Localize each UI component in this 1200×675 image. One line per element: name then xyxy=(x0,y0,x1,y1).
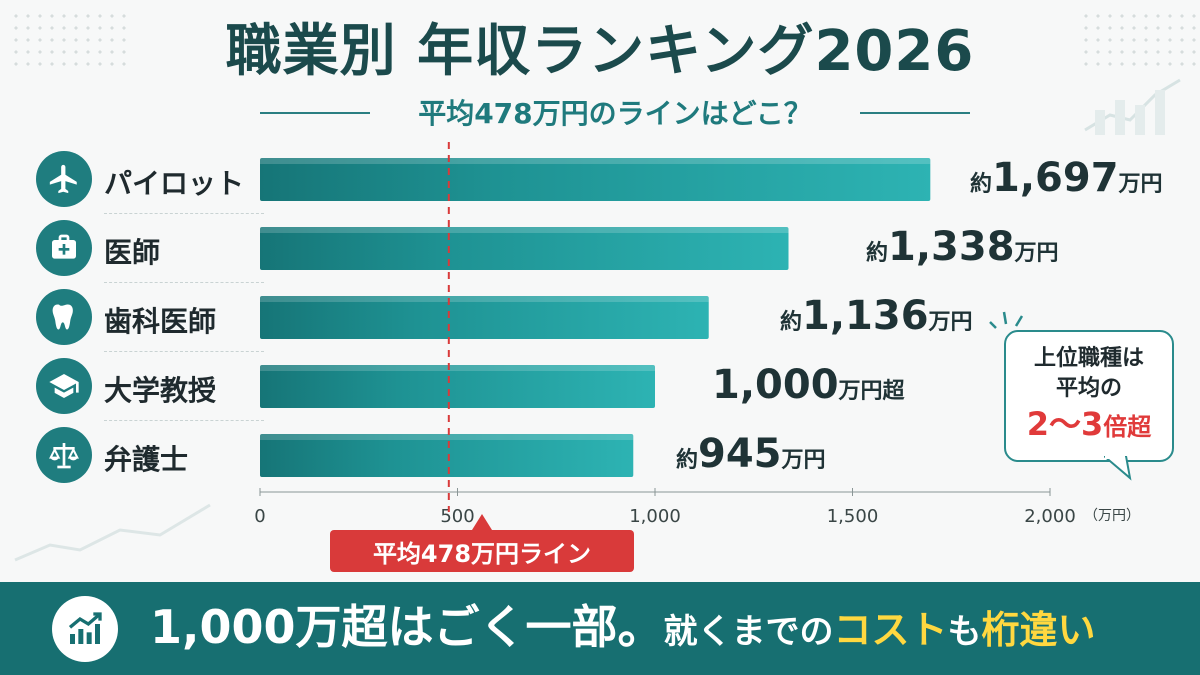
tooth-icon xyxy=(36,289,92,345)
value-prefix: 約 xyxy=(970,172,993,197)
value-label-pilot: 約1,697万円 xyxy=(970,155,1163,201)
subtitle: 平均478万円のラインはどこ？ xyxy=(418,97,812,130)
row-separator xyxy=(104,351,264,352)
decorative-dots xyxy=(10,10,130,70)
value-prefix: 約 xyxy=(866,241,889,266)
bar-highlight-1 xyxy=(260,227,789,233)
bar-3 xyxy=(260,365,655,408)
airplane-icon xyxy=(36,151,92,207)
page-title: 職業別 年収ランキング2026 xyxy=(225,19,975,84)
value-label-dentist: 約1,136万円 xyxy=(780,293,973,339)
value-unit: 万円 xyxy=(1118,172,1163,197)
graduation-cap-icon xyxy=(36,358,92,414)
decorative-dots xyxy=(1080,10,1200,70)
value-unit: 万円 xyxy=(781,448,826,473)
footer-highlight-cost: コスト xyxy=(833,608,948,652)
value-unit: 万円 xyxy=(928,310,973,335)
callout-bubble: 上位職種は 平均の 2〜3倍超 xyxy=(1004,330,1174,462)
callout-multiplier: 2〜3 xyxy=(1026,405,1104,443)
category-label-lawyer: 弁護士 xyxy=(104,443,189,476)
bar-2 xyxy=(260,296,709,339)
bar-4 xyxy=(260,434,634,477)
value-number: 1,338 xyxy=(888,224,1015,270)
footer-text-part2: も xyxy=(947,612,982,652)
footer-highlight-difference: 桁違い xyxy=(981,608,1096,652)
average-badge-pointer xyxy=(472,514,492,530)
x-tick-label-0: 0 xyxy=(254,506,265,527)
footer-text-part1: 就くまでの xyxy=(663,612,834,652)
category-label-dentist: 歯科医師 xyxy=(104,305,217,338)
category-label-pilot: パイロット xyxy=(104,167,245,200)
callout-line1: 上位職種は xyxy=(1033,346,1144,371)
background-trend-graphic xyxy=(14,503,211,562)
bar-highlight-3 xyxy=(260,365,655,371)
value-unit: 万円 xyxy=(1014,241,1059,266)
row-separator xyxy=(104,282,264,283)
category-label-professor: 大学教授 xyxy=(104,374,217,407)
footer-banner: 1,000万超はごく一部。就くまでのコストも桁違い xyxy=(0,582,1200,675)
average-line-badge: 平均478万円ライン xyxy=(330,530,634,572)
callout-tail xyxy=(1104,456,1132,481)
value-unit: 万円超 xyxy=(838,379,905,404)
scales-icon xyxy=(36,427,92,483)
value-number: 945 xyxy=(698,431,782,477)
x-tick-label-4: 2,000 xyxy=(1024,506,1076,527)
value-label-doctor: 約1,338万円 xyxy=(866,224,1059,270)
bar-highlight-2 xyxy=(260,296,709,302)
background-trend-graphic xyxy=(1084,78,1181,135)
value-label-professor: 1,000万円超 xyxy=(712,362,905,408)
trending-up-chart-icon xyxy=(52,596,118,662)
value-prefix: 約 xyxy=(780,310,803,335)
x-tick-label-1: 500 xyxy=(440,506,474,527)
value-number: 1,000 xyxy=(712,362,839,408)
callout-line2: 平均の xyxy=(1055,376,1122,401)
bar-0 xyxy=(260,158,931,201)
subtitle-line-left xyxy=(260,112,370,114)
x-tick-label-2: 1,000 xyxy=(629,506,681,527)
footer-text-main: 1,000万超はごく一部。 xyxy=(150,600,664,654)
footer-message: 1,000万超はごく一部。就くまでのコストも桁違い xyxy=(150,592,1096,662)
row-separator xyxy=(104,213,264,214)
sparkle-lines xyxy=(989,311,1024,329)
bar-1 xyxy=(260,227,789,270)
x-axis-unit: （万円） xyxy=(1084,508,1140,524)
callout-line3: 2〜3倍超 xyxy=(1006,404,1172,447)
medical-kit-icon xyxy=(36,220,92,276)
value-label-lawyer: 約945万円 xyxy=(676,431,826,477)
callout-suffix: 倍超 xyxy=(1103,413,1152,441)
bar-highlight-0 xyxy=(260,158,931,164)
value-number: 1,136 xyxy=(802,293,929,339)
value-number: 1,697 xyxy=(992,155,1119,201)
row-separator xyxy=(104,420,264,421)
x-tick-label-3: 1,500 xyxy=(827,506,879,527)
value-prefix: 約 xyxy=(676,448,699,473)
bar-highlight-4 xyxy=(260,434,634,440)
subtitle-row: 平均478万円のラインはどこ？ xyxy=(260,92,970,132)
subtitle-line-right xyxy=(860,112,970,114)
category-label-doctor: 医師 xyxy=(104,236,161,269)
